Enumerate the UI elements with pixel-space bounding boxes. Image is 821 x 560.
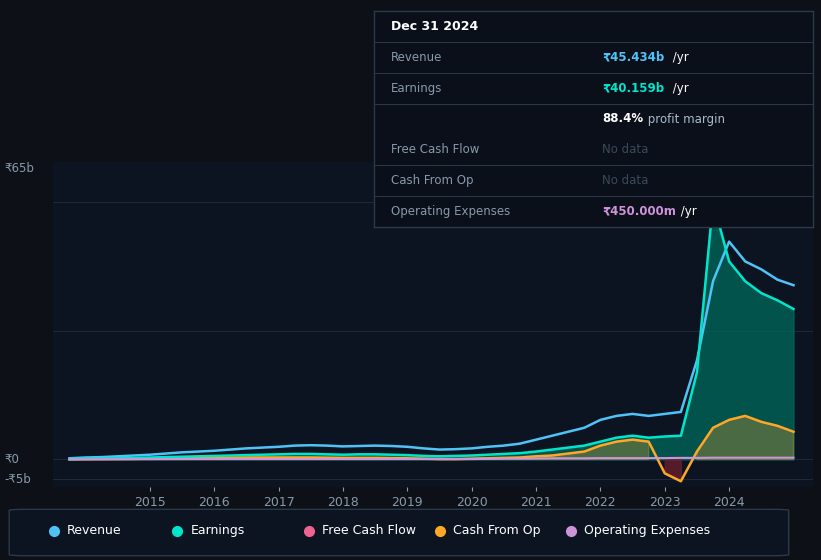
Text: No data: No data — [602, 174, 649, 187]
Text: Earnings: Earnings — [391, 82, 443, 95]
Text: /yr: /yr — [669, 82, 689, 95]
Text: Revenue: Revenue — [67, 525, 122, 538]
Text: profit margin: profit margin — [644, 113, 725, 125]
Text: ₹450.000m: ₹450.000m — [602, 205, 676, 218]
Text: /yr: /yr — [669, 51, 689, 64]
Text: Cash From Op: Cash From Op — [391, 174, 474, 187]
Text: -₹5b: -₹5b — [4, 473, 31, 486]
Text: ₹40.159b: ₹40.159b — [602, 82, 664, 95]
Text: ₹0: ₹0 — [4, 453, 19, 466]
Text: Free Cash Flow: Free Cash Flow — [322, 525, 415, 538]
Text: 88.4%: 88.4% — [602, 113, 643, 125]
Text: No data: No data — [602, 143, 649, 156]
Text: Revenue: Revenue — [391, 51, 443, 64]
Text: ₹65b: ₹65b — [4, 162, 34, 175]
Text: Cash From Op: Cash From Op — [453, 525, 540, 538]
Text: Dec 31 2024: Dec 31 2024 — [391, 20, 479, 33]
Text: Earnings: Earnings — [190, 525, 245, 538]
FancyBboxPatch shape — [9, 510, 789, 556]
Text: /yr: /yr — [677, 205, 697, 218]
Text: ₹45.434b: ₹45.434b — [602, 51, 664, 64]
Text: Operating Expenses: Operating Expenses — [585, 525, 710, 538]
Text: Free Cash Flow: Free Cash Flow — [391, 143, 479, 156]
Text: Operating Expenses: Operating Expenses — [391, 205, 511, 218]
